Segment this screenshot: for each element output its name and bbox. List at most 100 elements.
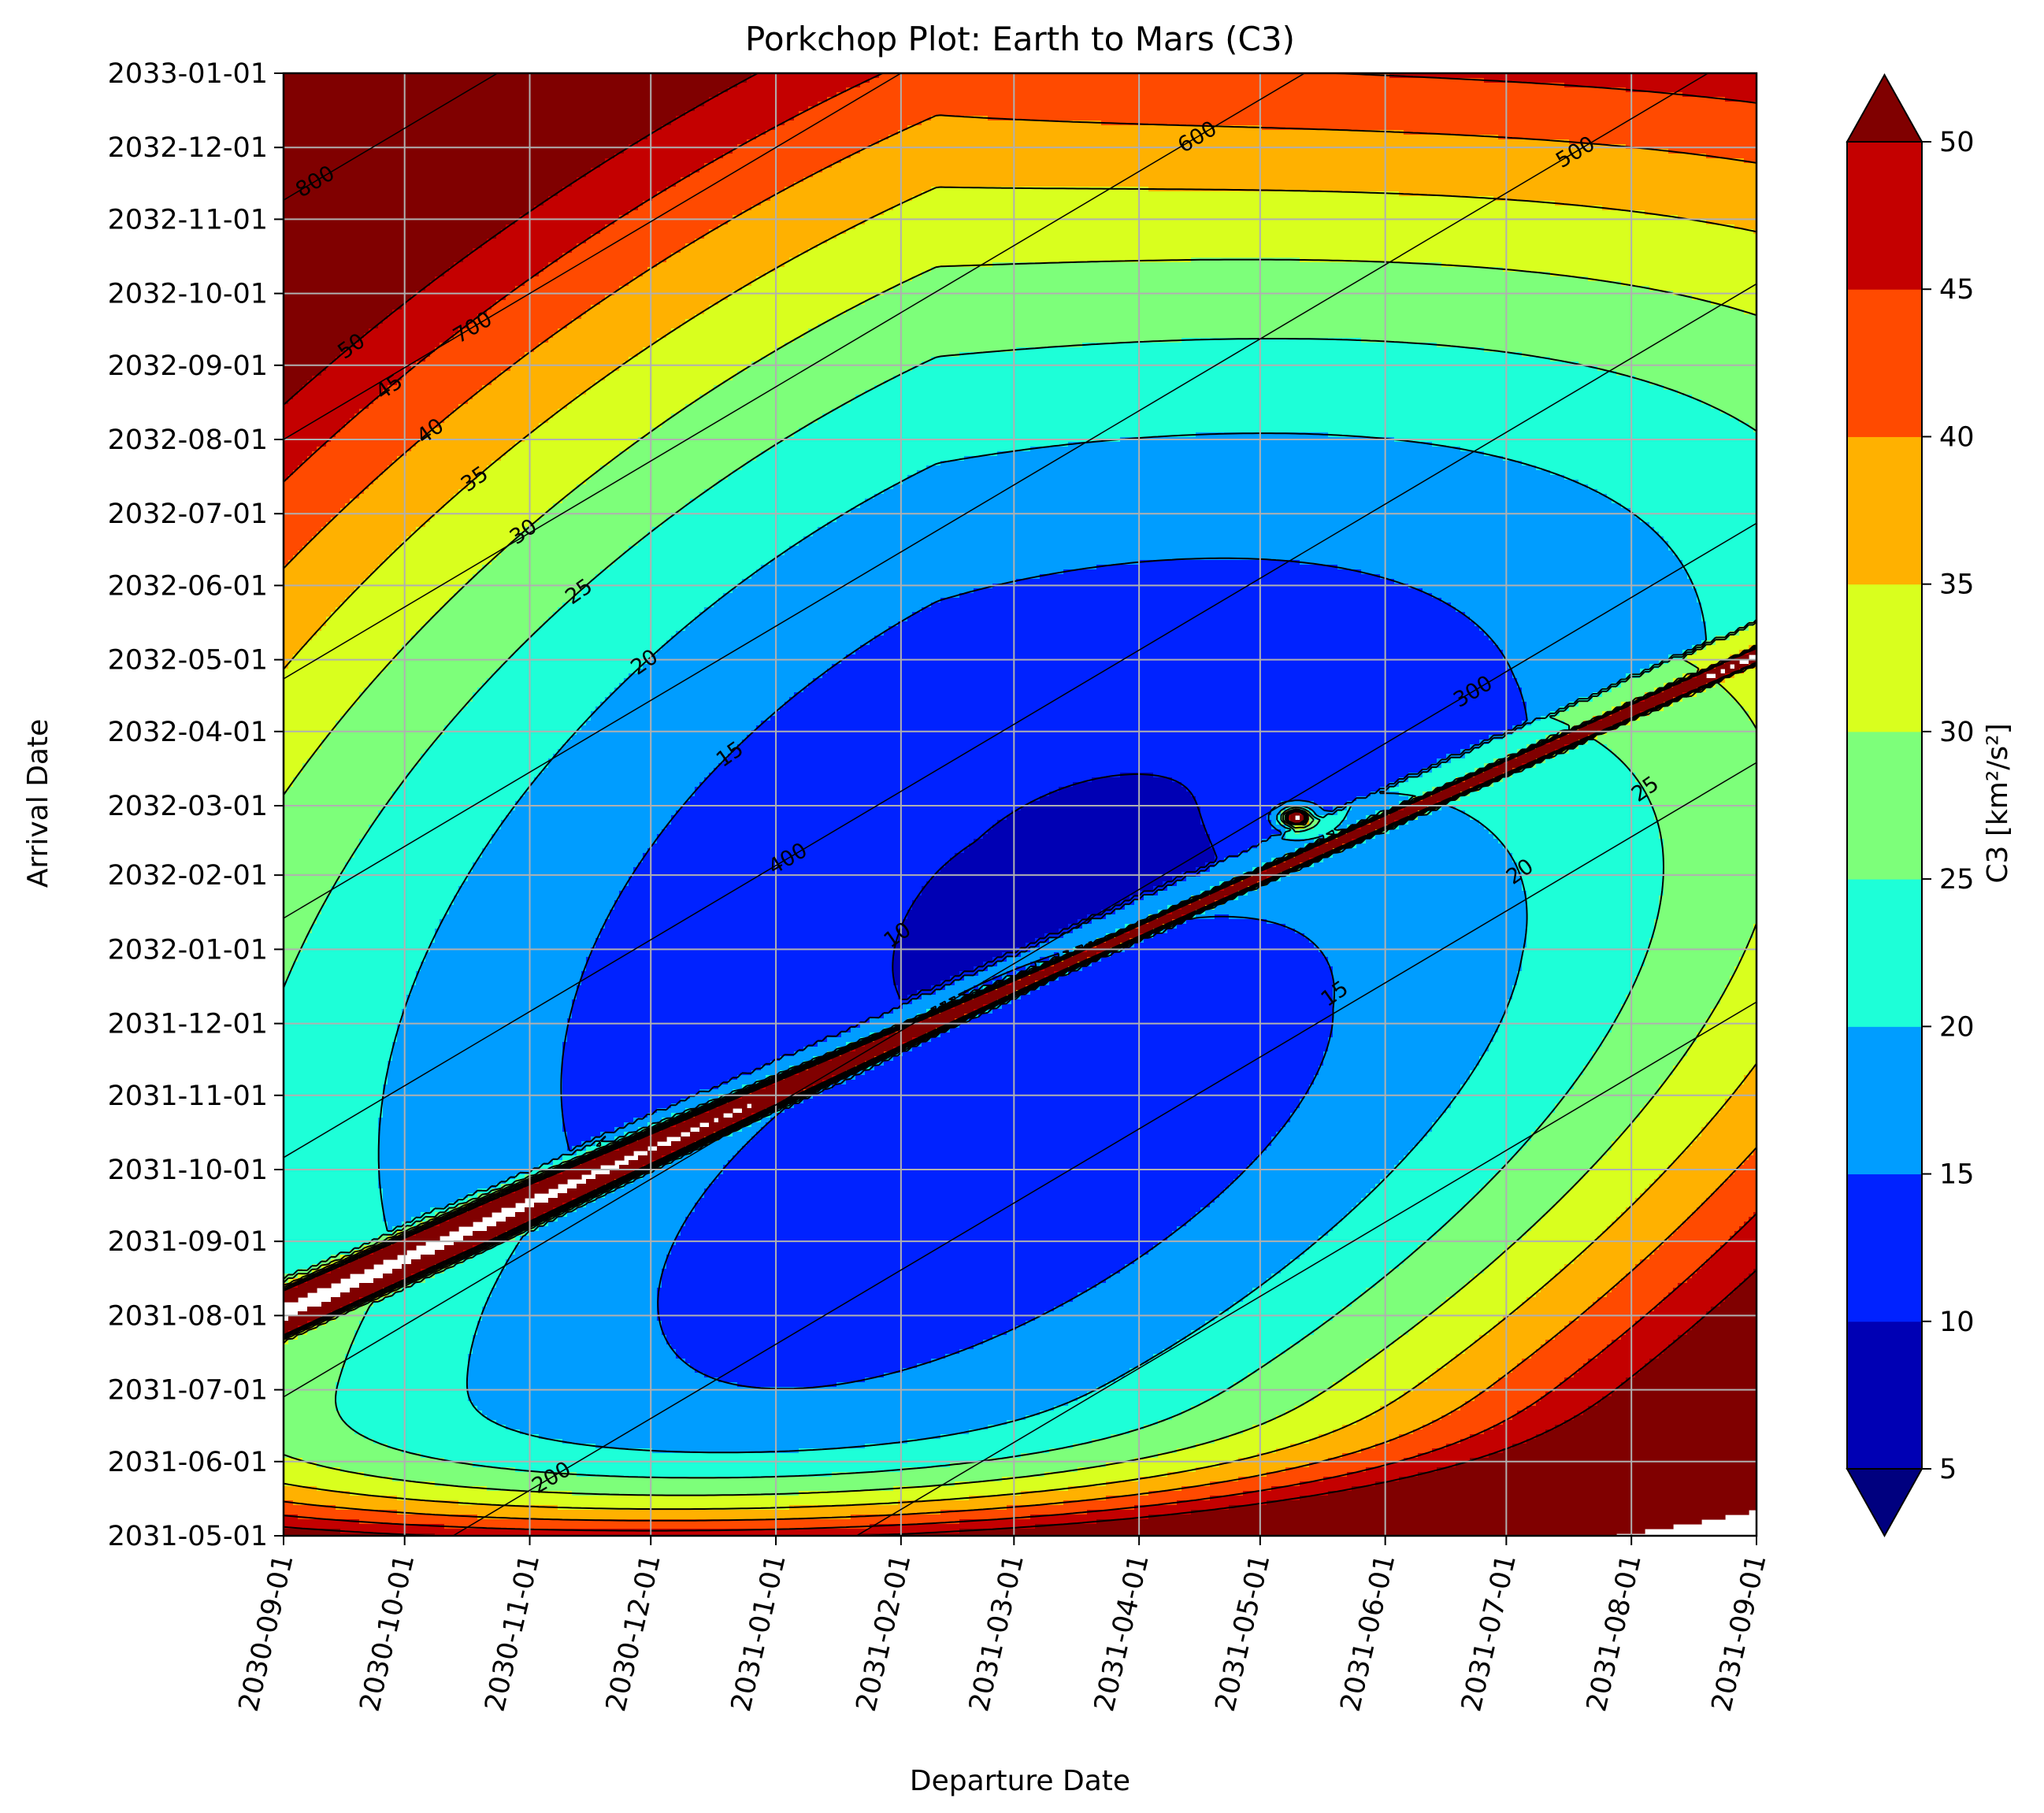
c3-fill-cell xyxy=(846,310,1745,315)
c3-fill-cell xyxy=(1664,688,1697,693)
c3-fill-cell xyxy=(581,971,894,977)
c3-fill-cell xyxy=(1720,1184,1757,1189)
c3-fill-cell xyxy=(444,418,549,424)
c3-fill-cell xyxy=(449,338,549,343)
c3-fill-cell xyxy=(1035,938,1050,944)
c3-fill-cell xyxy=(931,116,989,121)
c3-fill-cell xyxy=(326,522,426,528)
c3-fill-cell xyxy=(714,158,842,164)
c3-fill-cell xyxy=(709,1108,733,1114)
c3-fill-cell xyxy=(955,1004,984,1010)
c3-fill-cell xyxy=(964,990,970,995)
c3-fill-cell xyxy=(1578,725,1612,731)
c3-fill-cell xyxy=(1564,83,1757,88)
c3-fill-cell xyxy=(1607,730,1757,736)
c3-fill-cell xyxy=(1578,1316,1641,1322)
c3-fill-cell xyxy=(1106,938,1130,944)
c3-fill-cell xyxy=(1196,796,1357,802)
c3-fill-cell xyxy=(997,985,1026,991)
c3-fill-cell xyxy=(1347,1212,1456,1218)
c3-fill-cell xyxy=(1664,843,1757,849)
c3-fill-cell xyxy=(378,1165,540,1170)
c3-fill-cell xyxy=(529,1231,681,1236)
c3-fill-cell xyxy=(317,447,412,452)
y-tick-label: 2032-05-01 xyxy=(108,645,268,677)
c3-fill-cell xyxy=(1475,1193,1565,1199)
c3-fill-cell xyxy=(1167,929,1296,934)
c3-fill-cell xyxy=(562,187,667,192)
c3-fill-cell xyxy=(1550,740,1579,745)
c3-fill-cell xyxy=(345,1354,469,1359)
c3-fill-cell xyxy=(1290,1118,1437,1123)
c3-fill-cell xyxy=(865,300,1712,306)
c3-fill-cell xyxy=(284,929,313,934)
c3-fill-cell xyxy=(1267,1278,1381,1284)
c3-fill-cell xyxy=(1479,787,1645,792)
c3-fill-cell xyxy=(647,267,776,273)
c3-fill-cell xyxy=(284,154,615,159)
c3-fill-cell xyxy=(647,1151,672,1156)
c3-fill-cell xyxy=(1404,1155,1513,1161)
c3-fill-cell xyxy=(284,1396,336,1402)
c3-fill-cell xyxy=(1030,971,1055,977)
c3-fill-cell xyxy=(610,565,762,570)
c3-fill-cell xyxy=(1493,834,1660,840)
c3-fill-cell xyxy=(284,1245,360,1251)
c3-fill-cell xyxy=(1068,1401,1201,1407)
c3-fill-cell xyxy=(1682,560,1757,565)
c3-fill-cell xyxy=(827,1084,833,1090)
y-tick-label: 2032-11-01 xyxy=(108,204,268,235)
c3-fill-cell xyxy=(1664,1349,1757,1355)
c3-fill-cell xyxy=(1640,1368,1757,1374)
c3-fill-cell xyxy=(1621,706,1655,712)
c3-fill-cell xyxy=(785,1075,833,1081)
y-axis: 2031-05-012031-06-012031-07-012031-08-01… xyxy=(108,58,284,1552)
c3-fill-cell xyxy=(1649,1359,1757,1364)
c3-fill-cell xyxy=(586,966,894,972)
c3-fill-cell xyxy=(302,546,398,551)
c3-fill-cell xyxy=(1607,1151,1683,1156)
c3-fill-cell xyxy=(1233,895,1239,901)
c3-fill-cell xyxy=(501,371,610,376)
c3-fill-cell xyxy=(595,1174,625,1180)
c3-fill-cell xyxy=(1262,1363,1362,1369)
c3-fill-cell xyxy=(643,347,776,353)
c3-fill-cell xyxy=(1389,1401,1466,1407)
c3-fill-cell xyxy=(1734,966,1757,972)
c3-fill-cell xyxy=(1262,1151,1409,1156)
c3-fill-cell xyxy=(1399,1264,1489,1270)
c3-fill-cell xyxy=(695,617,908,622)
c3-fill-cell xyxy=(567,1141,582,1147)
c3-fill-cell xyxy=(1711,404,1757,410)
c3-fill-cell xyxy=(340,352,431,358)
c3-fill-cell xyxy=(827,669,1513,674)
c3-fill-cell xyxy=(1668,149,1757,154)
c3-fill-cell xyxy=(312,754,421,759)
c3-fill-cell xyxy=(284,513,336,518)
c3-fill-cell xyxy=(284,877,341,882)
c3-fill-cell xyxy=(756,569,1064,575)
c3-fill-cell xyxy=(1706,631,1731,636)
c3-fill-cell xyxy=(492,1292,658,1298)
c3-fill-cell xyxy=(284,1415,341,1421)
c3-fill-cell xyxy=(501,820,672,825)
c3-fill-cell xyxy=(1659,905,1757,910)
c3-fill-cell xyxy=(1040,574,1381,580)
c3-fill-cell xyxy=(284,196,549,202)
colorbar-tick-label: 20 xyxy=(1939,1011,1975,1043)
c3-fill-cell xyxy=(430,352,525,358)
c3-fill-cell xyxy=(1753,1151,1757,1156)
c3-fill-cell xyxy=(737,1151,1263,1156)
c3-fill-cell xyxy=(903,1467,1078,1473)
c3-fill-cell xyxy=(647,135,757,140)
c3-fill-cell xyxy=(1555,754,1617,759)
c3-fill-cell xyxy=(747,735,1489,740)
c3-fill-cell xyxy=(1101,120,1757,126)
c3-fill-cell xyxy=(1687,1217,1749,1222)
c3-fill-cell xyxy=(350,1288,384,1293)
c3-fill-cell xyxy=(633,442,776,447)
c3-fill-cell xyxy=(1607,744,1757,750)
c3-fill-cell xyxy=(657,1288,1088,1293)
c3-fill-cell xyxy=(284,395,294,400)
c3-fill-cell xyxy=(988,1425,1144,1430)
